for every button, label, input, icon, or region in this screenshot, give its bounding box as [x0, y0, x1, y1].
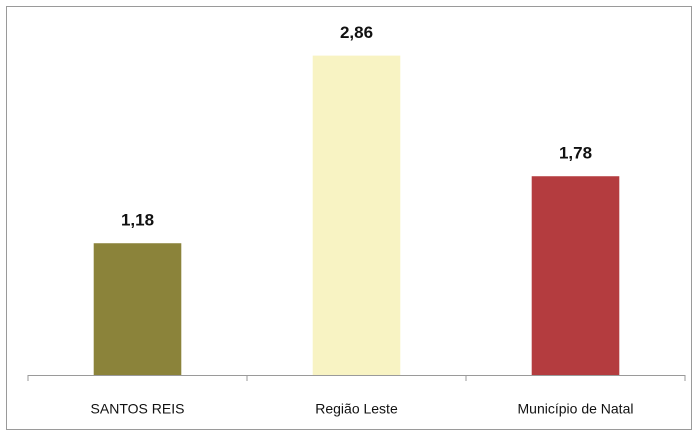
bar: [312, 55, 401, 376]
x-tick-label: SANTOS REIS: [91, 401, 185, 417]
data-label: 1,18: [121, 211, 154, 230]
x-tick-label: Município de Natal: [518, 401, 634, 417]
bar: [531, 176, 620, 375]
bar: [93, 243, 182, 375]
data-label: 2,86: [340, 23, 373, 42]
data-label: 1,78: [559, 144, 592, 163]
x-tick-label: Região Leste: [315, 401, 398, 417]
